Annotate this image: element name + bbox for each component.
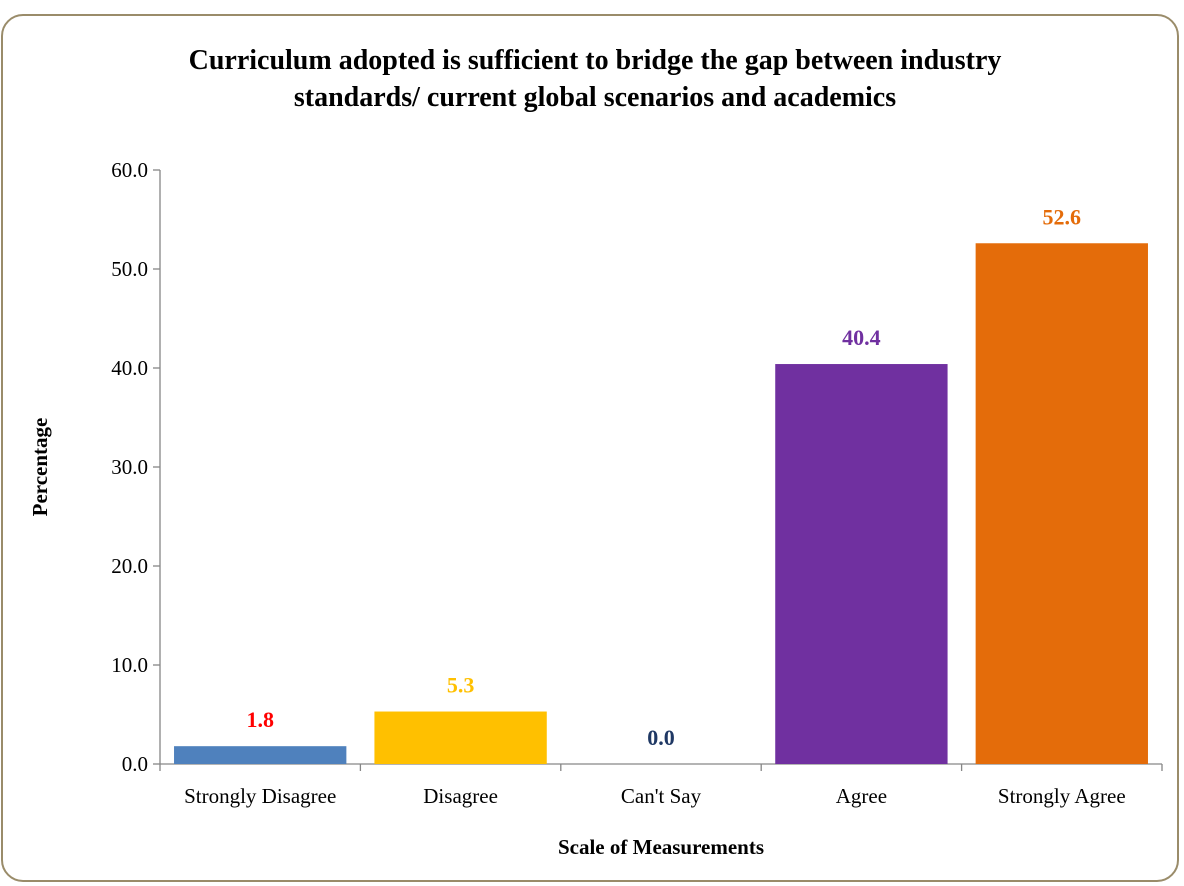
x-axis-title: Scale of Measurements: [558, 835, 764, 859]
x-tick-label: Agree: [836, 784, 887, 808]
bar: [174, 746, 347, 764]
bar: [374, 711, 547, 764]
x-tick-label: Disagree: [423, 784, 498, 808]
data-label: 5.3: [447, 673, 475, 698]
chart-title: Curriculum adopted is sufficient to brid…: [189, 45, 1002, 113]
x-tick-label: Strongly Disagree: [184, 784, 336, 808]
data-label: 1.8: [246, 707, 274, 732]
chart-title-line: Curriculum adopted is sufficient to brid…: [189, 45, 1002, 76]
bar: [775, 364, 948, 764]
data-label: 0.0: [647, 725, 675, 750]
y-axis-title: Percentage: [28, 418, 52, 517]
y-tick-label: 50.0: [111, 257, 148, 281]
data-label: 40.4: [842, 325, 881, 350]
chart-title-line: standards/ current global scenarios and …: [294, 82, 896, 113]
y-tick-label: 30.0: [111, 455, 148, 479]
y-tick-label: 10.0: [111, 653, 148, 677]
data-label: 52.6: [1043, 204, 1082, 229]
y-tick-label: 0.0: [122, 752, 148, 776]
y-tick-label: 60.0: [111, 158, 148, 182]
x-tick-label: Strongly Agree: [998, 784, 1126, 808]
chart-bars: [174, 243, 1148, 764]
chart-axes: 0.0 10.0 20.0 30.0 40.0 50.0 60.0 Strongly Disa…: [28, 158, 1163, 859]
y-tick-label: 20.0: [111, 554, 148, 578]
chart-data-labels: 1.8 5.3 0.0 40.4 52.6: [246, 204, 1081, 750]
y-tick-label: 40.0: [111, 356, 148, 380]
x-tick-label: Can't Say: [621, 784, 702, 808]
bar: [975, 243, 1148, 764]
